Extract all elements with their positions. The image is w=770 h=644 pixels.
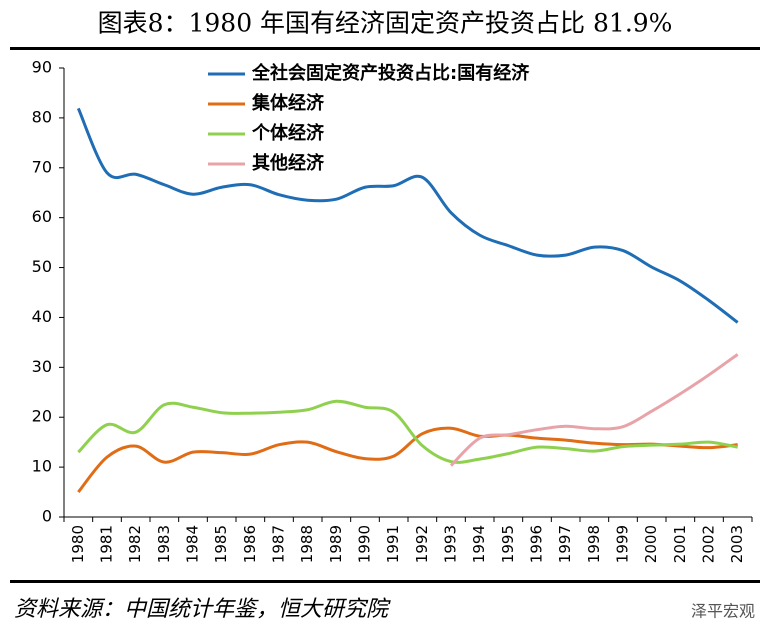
x-tick-label: 1987 [270,525,288,563]
title-rule [10,47,760,50]
x-tick-label: 1999 [614,525,632,563]
y-tick-label: 80 [32,107,52,126]
y-tick-label: 20 [32,407,52,426]
source-rule [10,580,760,583]
x-tick-label: 2002 [700,525,718,563]
y-tick-label: 90 [32,58,52,77]
series-line [77,399,738,464]
x-tick-label: 1994 [470,525,488,563]
x-tick-label: 2003 [728,525,746,563]
series-line [76,107,739,324]
x-tick-label: 1980 [69,525,87,563]
x-tick-label: 1997 [556,525,574,563]
x-tick-label: 1990 [356,525,374,563]
x-tick-label: 1995 [499,525,517,563]
legend-label: 个体经济 [251,122,325,144]
x-tick-label: 1982 [126,525,144,563]
series-line [77,426,738,494]
x-tick-label: 2001 [671,525,689,563]
x-tick-label: 1996 [528,525,546,563]
legend-label: 全社会固定资产投资占比:国有经济 [251,62,530,84]
x-tick-label: 1986 [241,525,259,563]
x-tick-label: 1981 [98,525,116,563]
x-tick-label: 1984 [184,525,202,563]
y-tick-label: 50 [32,257,52,276]
source-note: 资料来源：中国统计年鉴，恒大研究院 [14,597,391,622]
chart-title: 图表8：1980 年国有经济固定资产投资占比 81.9% [98,9,673,38]
y-tick-label: 70 [32,157,52,176]
x-tick-label: 1998 [585,525,603,563]
x-tick-label: 1985 [212,525,230,563]
y-tick-label: 60 [32,207,52,226]
y-tick-label: 10 [32,457,52,476]
legend-label: 其他经济 [252,152,325,174]
x-tick-label: 1991 [384,525,402,563]
x-tick-label: 1993 [442,525,460,563]
x-tick-label: 1988 [298,525,316,563]
series-line [449,353,739,467]
y-tick-label: 40 [32,307,52,326]
y-tick-label: 0 [42,507,52,526]
x-tick-label: 1992 [413,525,431,563]
watermark: 泽平宏观 [691,602,755,621]
x-tick-label: 1983 [155,525,173,563]
x-tick-label: 1989 [327,525,345,563]
y-tick-label: 30 [32,357,52,376]
x-tick-label: 2000 [642,525,660,563]
legend-label: 集体经济 [251,92,325,114]
